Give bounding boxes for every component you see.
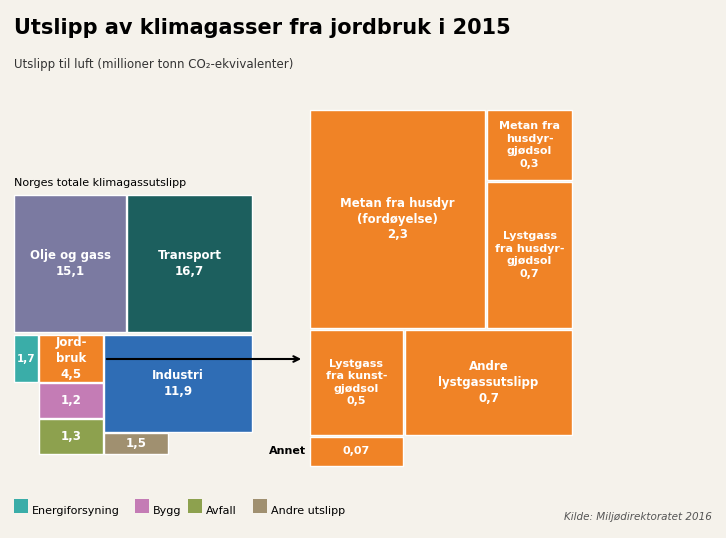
Text: 1,5: 1,5: [126, 437, 147, 450]
Text: Transport
16,7: Transport 16,7: [158, 249, 221, 278]
Bar: [14, 499, 28, 513]
Bar: [14, 195, 126, 332]
Text: Avfall: Avfall: [205, 506, 237, 516]
Bar: [127, 195, 252, 332]
Bar: [39, 335, 103, 382]
Text: Energiforsyning: Energiforsyning: [32, 506, 120, 516]
Text: Andre
lystgassutslipp
0,7: Andre lystgassutslipp 0,7: [439, 360, 539, 405]
Text: Olje og gass
15,1: Olje og gass 15,1: [30, 249, 110, 278]
Bar: [104, 335, 252, 432]
Bar: [39, 383, 103, 418]
Text: Metan fra husdyr
(fordøyelse)
2,3: Metan fra husdyr (fordøyelse) 2,3: [340, 196, 454, 242]
Text: Lystgass
fra husdyr-
gjødsol
0,7: Lystgass fra husdyr- gjødsol 0,7: [494, 231, 564, 279]
Text: 0,07: 0,07: [343, 447, 370, 457]
Bar: [310, 437, 403, 466]
Text: Lystgass
fra kunst-
gjødsol
0,5: Lystgass fra kunst- gjødsol 0,5: [326, 359, 387, 406]
Bar: [253, 499, 267, 513]
Bar: [14, 335, 38, 382]
Text: Metan fra
husdyr-
gjødsol
0,3: Metan fra husdyr- gjødsol 0,3: [499, 122, 560, 168]
Bar: [188, 499, 202, 513]
Bar: [39, 419, 103, 454]
Text: Bygg: Bygg: [153, 506, 182, 516]
Text: Utslipp til luft (millioner tonn CO₂-ekvivalenter): Utslipp til luft (millioner tonn CO₂-ekv…: [14, 58, 293, 71]
Bar: [310, 330, 403, 435]
Text: Norges totale klimagassutslipp: Norges totale klimagassutslipp: [14, 178, 186, 188]
Bar: [135, 499, 149, 513]
Text: Utslipp av klimagasser fra jordbruk i 2015: Utslipp av klimagasser fra jordbruk i 20…: [14, 18, 511, 38]
Text: Jord-
bruk
4,5: Jord- bruk 4,5: [55, 336, 86, 381]
Text: Andre utslipp: Andre utslipp: [271, 506, 345, 516]
Text: Annet: Annet: [269, 447, 306, 457]
Bar: [104, 433, 168, 454]
Bar: [487, 110, 572, 180]
Text: Industri
11,9: Industri 11,9: [152, 369, 204, 398]
Text: 1,3: 1,3: [60, 430, 81, 443]
Text: 1,7: 1,7: [17, 353, 36, 364]
Bar: [310, 110, 485, 328]
Text: 1,2: 1,2: [60, 394, 81, 407]
Bar: [487, 182, 572, 328]
Text: Kilde: Miljødirektoratet 2016: Kilde: Miljødirektoratet 2016: [564, 512, 712, 522]
Bar: [405, 330, 572, 435]
